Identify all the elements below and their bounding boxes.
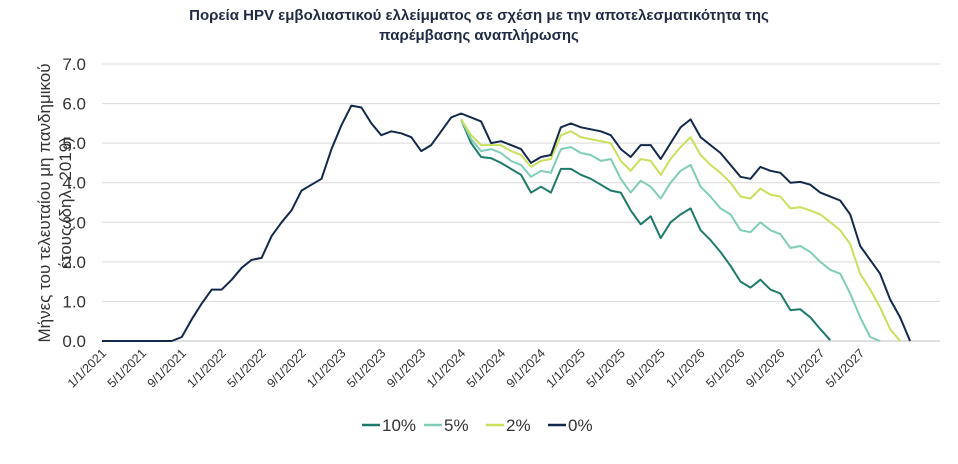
series-line-10pct xyxy=(460,119,832,341)
x-tick-label: 1/1/2024 xyxy=(424,346,468,390)
legend-label: 5% xyxy=(444,416,469,435)
y-tick-label: 1.0 xyxy=(62,292,86,311)
y-tick-label: 4.0 xyxy=(62,174,86,193)
x-tick-label: 5/1/2025 xyxy=(584,346,628,390)
y-axis-ticks: 0.0 1.0 2.0 3.0 4.0 5.0 6.0 7.0 xyxy=(62,55,86,351)
x-tick-label: 5/1/2026 xyxy=(703,346,747,390)
chart-title-line-1: Πορεία HPV εμβολιαστικού ελλείμματος σε … xyxy=(189,7,769,24)
y-tick-label: 6.0 xyxy=(62,95,86,114)
y-tick-label: 5.0 xyxy=(62,134,86,153)
x-tick-label: 1/1/2021 xyxy=(65,346,109,390)
y-tick-label: 7.0 xyxy=(62,55,86,74)
x-tick-label: 1/1/2026 xyxy=(663,346,707,390)
series-layer xyxy=(102,104,912,342)
series-line-0pct xyxy=(102,104,912,342)
x-tick-label: 5/1/2023 xyxy=(344,346,388,390)
chart-title-line-2: παρέμβασης αναπλήρωσης xyxy=(379,27,579,44)
x-tick-label: 9/1/2026 xyxy=(743,346,787,390)
x-tick-label: 9/1/2025 xyxy=(623,346,667,390)
y-axis-label-line-2: έτους (δηλ. 2019) xyxy=(56,137,75,269)
y-axis-label-line-1: Μήνες του τελευταίου μη πανδημικού xyxy=(35,63,54,342)
x-tick-label: 9/1/2022 xyxy=(264,346,308,390)
series-line-5pct xyxy=(460,118,881,342)
legend-label: 2% xyxy=(506,416,531,435)
x-tick-label: 9/1/2021 xyxy=(145,346,189,390)
x-tick-label: 5/1/2021 xyxy=(105,346,149,390)
x-tick-label: 1/1/2027 xyxy=(783,346,827,390)
legend-label: 0% xyxy=(568,416,593,435)
x-tick-label: 1/1/2022 xyxy=(185,346,229,390)
x-tick-label: 5/1/2024 xyxy=(464,346,508,390)
x-tick-label: 9/1/2023 xyxy=(384,346,428,390)
x-axis-ticks: 1/1/20215/1/20219/1/20211/1/20225/1/2022… xyxy=(65,346,868,390)
y-tick-label: 0.0 xyxy=(62,332,86,351)
series-line-2pct xyxy=(460,118,901,342)
x-tick-label: 5/1/2027 xyxy=(823,346,867,390)
chart-title: Πορεία HPV εμβολιαστικού ελλείμματος σε … xyxy=(0,6,958,46)
y-tick-label: 2.0 xyxy=(62,253,86,272)
legend: 10% 5% 2% 0% xyxy=(362,416,593,435)
x-tick-label: 1/1/2025 xyxy=(544,346,588,390)
x-tick-label: 5/1/2022 xyxy=(224,346,268,390)
y-tick-label: 3.0 xyxy=(62,213,86,232)
x-tick-label: 9/1/2024 xyxy=(504,346,548,390)
legend-label: 10% xyxy=(382,416,416,435)
y-axis-label: Μήνες του τελευταίου μη πανδημικού έτους… xyxy=(35,63,75,342)
grid-layer xyxy=(102,63,940,342)
x-tick-label: 1/1/2023 xyxy=(304,346,348,390)
